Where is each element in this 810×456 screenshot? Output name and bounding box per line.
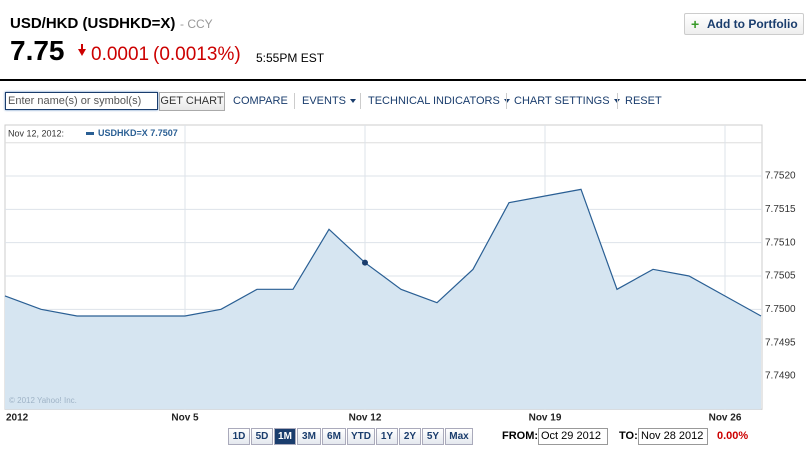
- line: [4, 188, 762, 317]
- menu-separator: [506, 93, 507, 109]
- y-tick-label: 7.7510: [765, 237, 796, 248]
- from-label: FROM:: [502, 430, 539, 442]
- down-arrow-stem: [81, 44, 83, 49]
- range-button[interactable]: 1Y: [376, 428, 398, 445]
- x-tick-label: 2012: [6, 413, 29, 424]
- price: 7.75: [10, 35, 65, 66]
- symbol-input[interactable]: Enter name(s) or symbol(s): [5, 92, 158, 110]
- add-portfolio-label: Add to Portfolio: [707, 17, 798, 31]
- y-tick-label: 7.7520: [765, 171, 796, 182]
- placeholder: Enter name(s) or symbol(s): [8, 95, 142, 107]
- crosshair-date: Nov 12, 2012:: [8, 128, 64, 138]
- from-date: Oct 29 2012: [541, 430, 601, 442]
- legend-swatch: [86, 132, 94, 135]
- legend: USDHKD=X 7.7507: [98, 128, 178, 138]
- range-button[interactable]: 6M: [322, 428, 346, 445]
- menu-item[interactable]: RESET: [625, 95, 662, 107]
- range-button[interactable]: 3M: [297, 428, 321, 445]
- y-tick-label: 7.7490: [765, 371, 796, 382]
- change-percent: (0.0013%): [153, 44, 241, 65]
- x-tick-label: Nov 26: [709, 413, 742, 424]
- get-chart-button[interactable]: GET CHART: [159, 92, 225, 111]
- range-button[interactable]: 2Y: [399, 428, 421, 445]
- to-date: Nov 28 2012: [641, 430, 704, 442]
- crosshair-point: [362, 259, 368, 266]
- area: [5, 189, 761, 410]
- range-button[interactable]: 5D: [251, 428, 273, 445]
- menu-item[interactable]: TECHNICAL INDICATORS: [368, 95, 510, 107]
- x-tick-label: Nov 12: [349, 413, 382, 424]
- to-input[interactable]: Nov 28 2012: [638, 428, 708, 445]
- menu-item[interactable]: COMPARE: [233, 95, 288, 107]
- y-tick-label: 7.7500: [765, 304, 796, 315]
- legend-value: 7.7507: [150, 128, 178, 138]
- title: USD/HKD (USDHKD=X): [10, 15, 176, 32]
- y-tick-label: 7.7495: [765, 337, 796, 348]
- x-tick-label: Nov 5: [171, 413, 199, 424]
- period-change: 0.00%: [717, 430, 749, 442]
- legend-name: USDHKD=X: [98, 128, 148, 138]
- add-portfolio-button[interactable]: + Add to Portfolio: [684, 13, 804, 35]
- time: 5:55PM EST: [256, 51, 325, 65]
- get-chart-label: GET CHART: [160, 95, 224, 107]
- range-button[interactable]: 1D: [228, 428, 250, 445]
- to-label: TO:: [619, 430, 638, 442]
- plus-icon: +: [691, 16, 700, 32]
- range-button[interactable]: 1M: [274, 428, 296, 445]
- range-button[interactable]: YTD: [347, 428, 375, 445]
- menu-item[interactable]: EVENTS: [302, 95, 356, 107]
- watermark: © 2012 Yahoo! Inc.: [9, 396, 77, 405]
- menu-separator: [360, 93, 361, 109]
- exchange: - CCY: [180, 17, 213, 31]
- menu-separator: [294, 93, 295, 109]
- change: 0.0001: [91, 44, 150, 65]
- range-button[interactable]: 5Y: [422, 428, 444, 445]
- menu-item[interactable]: CHART SETTINGS: [514, 95, 620, 107]
- y-tick-label: 7.7515: [765, 204, 796, 215]
- range-button[interactable]: Max: [445, 428, 473, 445]
- from-input[interactable]: Oct 29 2012: [538, 428, 608, 445]
- down-arrow: [78, 49, 86, 56]
- x-tick-label: Nov 19: [529, 413, 562, 424]
- menu-separator: [617, 93, 618, 109]
- divider: [0, 79, 806, 81]
- y-tick-label: 7.7505: [765, 271, 796, 282]
